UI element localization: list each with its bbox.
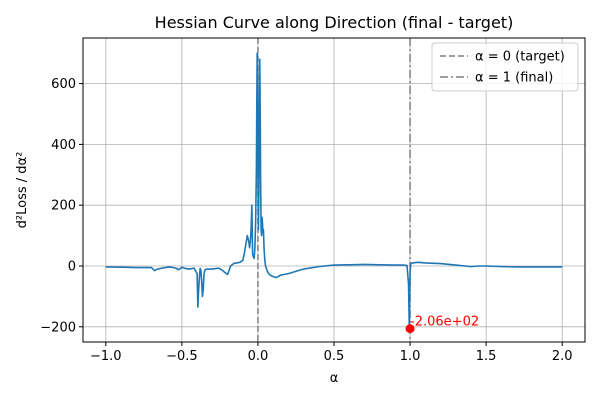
x-tick-label: 0.5 bbox=[324, 349, 345, 364]
legend-box bbox=[431, 42, 579, 92]
legend-label-final: α = 1 (final) bbox=[475, 71, 553, 86]
x-tick-label: −1.0 bbox=[90, 349, 122, 364]
x-tick-label: 2.0 bbox=[552, 349, 573, 364]
annotation-layer: -2.06e+02 bbox=[405, 315, 479, 334]
axis-ticks: −1.0 −0.5 0.0 0.5 1.0 1.5 2.0 −200 0 200 400 600 bbox=[40, 77, 572, 364]
x-tick-label: 1.5 bbox=[476, 349, 497, 364]
y-tick-label: 200 bbox=[51, 199, 76, 214]
y-tick-label: 0 bbox=[68, 260, 76, 275]
x-axis-label: α bbox=[330, 371, 339, 386]
hessian-series-line bbox=[105, 52, 563, 330]
legend: α = 0 (target) α = 1 (final) bbox=[431, 42, 579, 92]
x-tick-label: −0.5 bbox=[166, 349, 198, 364]
chart-title: Hessian Curve along Direction (final - t… bbox=[155, 13, 514, 32]
y-axis-label: d²Loss / dα² bbox=[15, 152, 30, 229]
y-tick-label: −200 bbox=[40, 320, 76, 335]
legend-label-target: α = 0 (target) bbox=[475, 50, 565, 65]
min-point-marker bbox=[405, 324, 415, 334]
x-tick-label: 0.0 bbox=[248, 349, 269, 364]
min-point-label: -2.06e+02 bbox=[410, 315, 479, 330]
x-tick-label: 1.0 bbox=[400, 349, 421, 364]
y-tick-label: 600 bbox=[51, 77, 76, 92]
series-layer bbox=[105, 52, 563, 330]
y-tick-label: 400 bbox=[51, 138, 76, 153]
